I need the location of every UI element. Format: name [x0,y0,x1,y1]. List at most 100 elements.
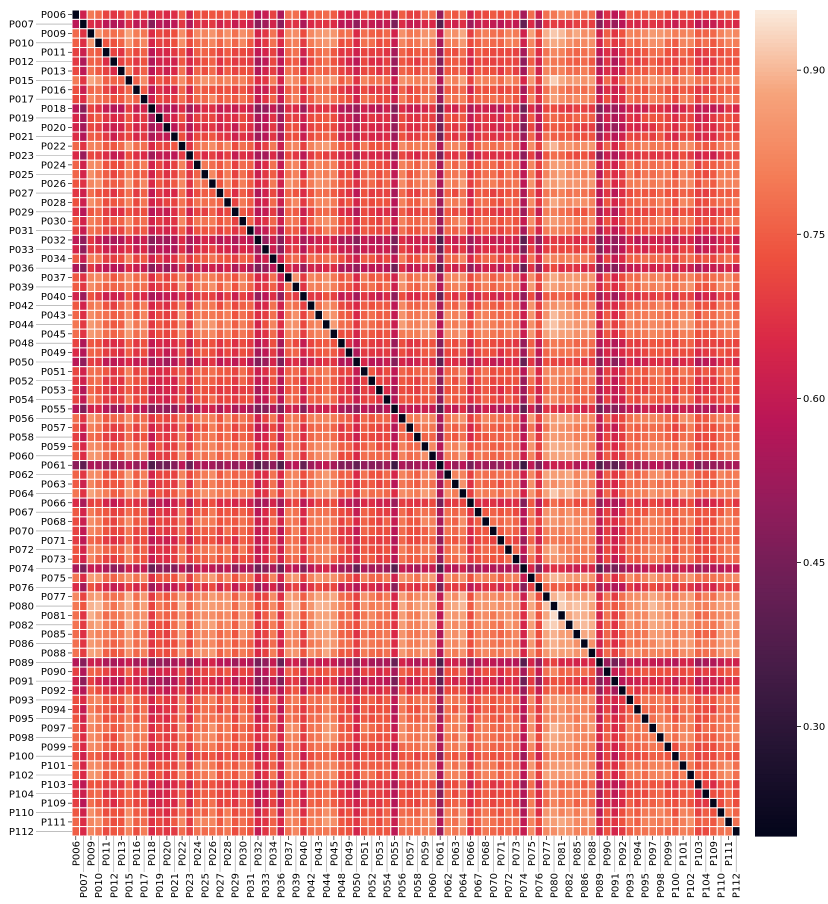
heatmap-cell [170,122,179,133]
heatmap-cell [580,103,589,114]
heatmap-cell [215,431,225,443]
heatmap-cell [435,140,445,152]
heatmap-cell [731,366,741,377]
heatmap-cell [79,93,88,105]
heatmap-cell [473,300,483,311]
heatmap-cell [648,65,658,77]
heatmap-cell [625,441,635,452]
heatmap-cell [344,187,354,199]
heatmap-cell [306,403,316,415]
heatmap-cell [420,47,430,58]
heatmap-cell [481,9,490,20]
heatmap-cell [572,131,582,142]
heatmap-cell [200,403,210,415]
heatmap-cell [481,413,490,424]
heatmap-cell [375,272,384,283]
heatmap-cell [428,131,437,142]
heatmap-cell [443,319,453,330]
heatmap-cell [71,169,81,180]
heatmap-cell [443,47,453,58]
heatmap-cell [155,338,164,349]
heatmap-cell [253,525,263,537]
heatmap-cell [86,319,96,330]
heatmap-cell [496,122,506,133]
heatmap-cell [185,131,194,142]
heatmap-cell [86,366,96,377]
heatmap-cell [693,169,703,180]
heatmap-cell [557,178,566,189]
heatmap-cell [443,441,453,452]
heatmap-cell [663,506,673,518]
heatmap-cell [200,65,210,77]
heatmap-cell [117,140,126,152]
heatmap-cell [671,262,680,274]
heatmap-cell [215,65,225,77]
heatmap-cell [268,216,278,227]
heatmap-cell [671,169,680,180]
heatmap-cell [139,253,149,264]
heatmap-cell [215,272,225,283]
heatmap-cell [405,488,415,499]
heatmap-cell [223,460,232,471]
heatmap-cell [177,375,187,386]
heatmap-cell [504,178,513,189]
heatmap-cell [587,28,597,39]
heatmap-cell [564,422,574,433]
heatmap-cell [618,403,627,415]
heatmap-cell [678,234,688,246]
heatmap-cell [693,103,703,114]
heatmap-cell [489,450,498,462]
heatmap-cell [124,75,134,86]
heatmap-cell [109,216,119,227]
heatmap-cell [337,9,346,20]
heatmap-cell [200,291,210,302]
heatmap-cell [329,225,339,236]
heatmap-cell [534,112,544,124]
heatmap-cell [428,384,437,396]
heatmap-cell [382,366,392,377]
heatmap-cell [504,37,513,49]
heatmap-cell [496,347,506,358]
heatmap-cell [648,347,658,358]
heatmap-cell [344,516,354,527]
heatmap-cell [693,56,703,67]
heatmap-cell [458,234,468,246]
heatmap-cell [337,535,346,546]
heatmap-cell [177,216,187,227]
heatmap-cell [192,56,202,67]
heatmap-cell [86,216,96,227]
heatmap-cell [155,394,164,405]
heatmap-cell [284,112,293,124]
heatmap-cell [71,178,81,189]
heatmap-cell [435,28,445,39]
heatmap-cell [329,253,339,264]
heatmap-cell [496,140,506,152]
heatmap-cell [451,488,460,499]
heatmap-cell [595,309,604,321]
heatmap-cell [101,272,111,283]
heatmap-cell [519,450,528,462]
heatmap-cell [276,384,286,396]
heatmap-cell [451,56,460,67]
heatmap-cell [390,159,399,171]
heatmap-cell [375,216,384,227]
heatmap-cell [86,75,96,86]
heatmap-cell [724,291,733,302]
heatmap-cell [602,93,612,105]
heatmap-cell [473,394,483,405]
heatmap-cell [466,450,475,462]
heatmap-cell [291,375,301,386]
heatmap-cell [610,413,620,424]
heatmap-cell [458,403,468,415]
heatmap-cell [314,234,323,246]
heatmap-cell [648,206,658,217]
heatmap-cell [731,460,741,471]
heatmap-cell [640,159,650,171]
heatmap-cell [101,535,111,546]
heatmap-cell [572,450,582,462]
heatmap-cell [731,441,741,452]
heatmap-cell [147,18,156,30]
heatmap-cell [79,18,88,30]
heatmap-cell [139,281,149,293]
heatmap-cell [716,262,726,274]
